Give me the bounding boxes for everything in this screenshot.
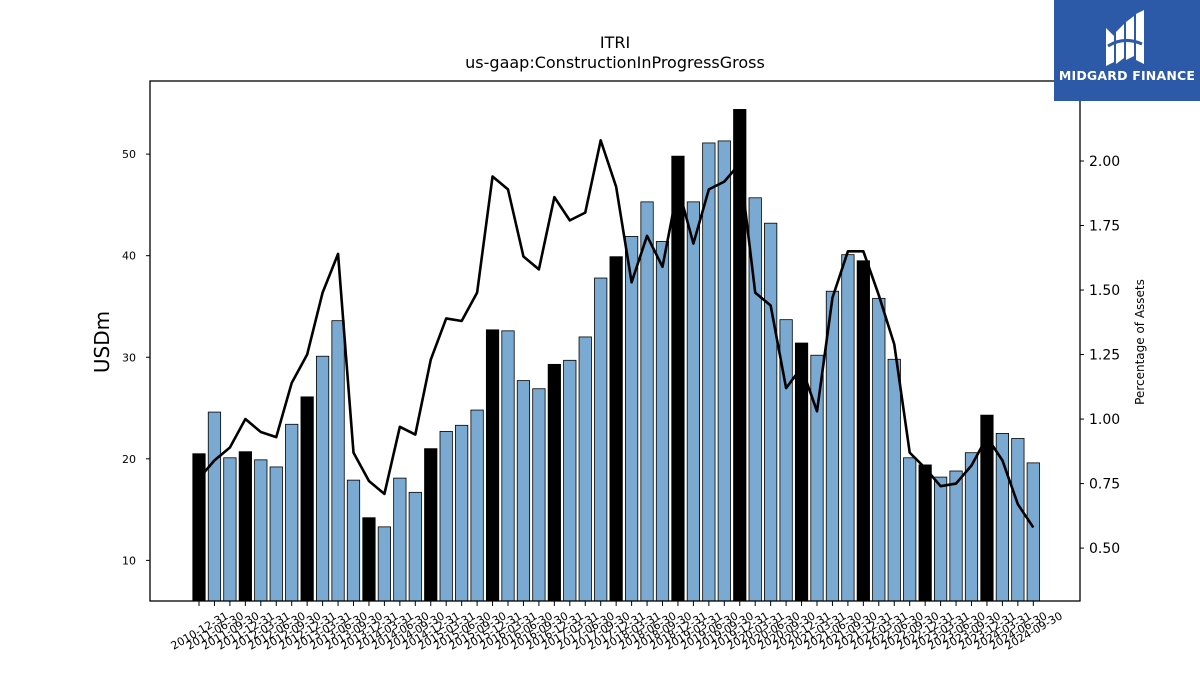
y2-tick-label: 2.00 [1089, 154, 1120, 170]
logo-text: MIDGARD FINANCE [1058, 68, 1196, 83]
bar-2016-12-31 [563, 359, 577, 602]
bar-2018-03-31 [640, 201, 654, 602]
logo-mark-icon [1106, 10, 1144, 66]
plot-frame [149, 80, 1081, 602]
y2-tick-label: 1.25 [1089, 348, 1120, 364]
bar-2013-09-30 [362, 517, 376, 602]
bar-2013-06-30 [346, 479, 361, 602]
bar-2022-03-31 [887, 358, 901, 602]
y-tick-label: 50 [122, 148, 136, 161]
bar-2015-03-31 [455, 424, 469, 602]
y2-tick-label: 1.75 [1089, 219, 1120, 235]
bar-2023-06-30 [964, 452, 979, 602]
bar-2017-09-30 [609, 256, 623, 602]
bar-2014-09-30 [424, 448, 438, 602]
bar-2019-03-31 [702, 142, 716, 602]
bar-2021-12-31 [872, 297, 886, 602]
bar-2016-09-30 [547, 363, 561, 602]
bar-2024-03-31 [1011, 438, 1025, 602]
chart-title: ITRI [600, 33, 630, 52]
bar-2020-03-31 [764, 222, 778, 602]
bar-2014-06-30 [408, 491, 422, 602]
bar-2017-03-31 [578, 336, 592, 602]
bar-2013-12-31 [377, 526, 392, 602]
bar-2023-03-31 [949, 470, 963, 602]
bar-2021-09-30 [856, 260, 870, 602]
bar-2013-03-31 [331, 320, 345, 602]
y2-tick-label: 0.50 [1089, 541, 1120, 557]
bar-2012-06-30 [285, 423, 299, 602]
bar-2021-06-30 [841, 254, 855, 602]
bar-2017-12-31 [625, 235, 639, 602]
bar-2016-06-30 [532, 388, 546, 602]
bar-2014-12-31 [439, 430, 453, 602]
y2-tick-label: 1.00 [1089, 412, 1120, 428]
bar-2020-12-31 [810, 354, 824, 602]
bar-2022-06-30 [903, 457, 917, 602]
bar-2015-06-30 [470, 409, 484, 602]
bar-2011-09-30 [238, 451, 252, 602]
bar-2012-09-30 [300, 396, 314, 602]
bar-2017-06-30 [594, 277, 608, 602]
bar-2010-12-31 [192, 453, 206, 602]
brand-logo: MIDGARD FINANCE [1054, 0, 1200, 101]
bar-2019-06-30 [717, 140, 731, 602]
bar-2018-12-31 [686, 201, 701, 602]
y2-axis-label: Percentage of Assets [1133, 279, 1147, 405]
y-tick-label: 40 [122, 250, 136, 263]
bar-2012-03-31 [269, 466, 283, 602]
bar-2011-03-31 [207, 411, 222, 602]
y-tick-label: 10 [122, 554, 136, 567]
bar-2024-06-30 [1026, 462, 1040, 602]
y-axis-label: USDm [90, 311, 114, 373]
bar-2022-09-30 [918, 464, 932, 602]
bar-2011-06-30 [223, 457, 237, 602]
bar-2015-12-31 [501, 330, 515, 602]
bar-2015-09-30 [485, 329, 500, 602]
y2-tick-label: 0.75 [1089, 477, 1120, 493]
percentage-line [198, 139, 1035, 529]
bar-2018-09-30 [671, 155, 685, 602]
bar-2022-12-31 [934, 476, 948, 602]
y-tick-label: 20 [122, 453, 136, 466]
bar-2019-09-30 [733, 109, 747, 602]
bar-2016-03-31 [516, 380, 531, 602]
bar-2012-12-31 [315, 355, 330, 602]
bar-2014-03-31 [393, 477, 407, 602]
bar-2018-06-30 [655, 241, 670, 602]
y-tick-label: 30 [122, 351, 136, 364]
bar-2011-12-31 [254, 459, 268, 602]
y2-tick-label: 1.50 [1089, 283, 1120, 299]
chart-subtitle: us-gaap:ConstructionInProgressGross [465, 53, 765, 72]
